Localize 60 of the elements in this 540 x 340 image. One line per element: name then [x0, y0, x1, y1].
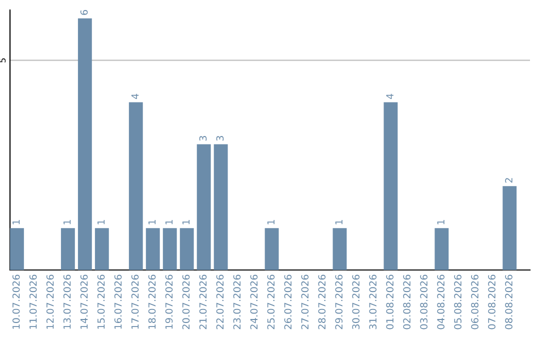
x-tick-label: 17.07.2026 [131, 274, 139, 329]
x-tick-label: 20.07.2026 [182, 274, 190, 330]
bar [196, 144, 211, 270]
bar [502, 186, 517, 270]
x-tick-label: 18.07.2026 [148, 274, 156, 329]
bar [128, 102, 143, 270]
data-label: 3 [199, 136, 207, 141]
data-label: 1 [148, 220, 156, 224]
bar [10, 228, 24, 270]
bar [78, 18, 92, 270]
x-tick-label: 26.07.2026 [284, 274, 292, 330]
x-tick-label: 13.07.2026 [63, 274, 71, 329]
x-tick-label: 15.07.2026 [97, 274, 105, 329]
data-label: 3 [216, 136, 224, 141]
x-tick-label: 27.07.2026 [301, 274, 309, 330]
bar [214, 144, 228, 270]
data-label: 1 [12, 220, 20, 224]
data-label: 1 [267, 220, 274, 224]
x-tick-label: 07.08.2026 [488, 274, 496, 330]
data-label: 1 [98, 220, 105, 224]
bar [180, 228, 194, 270]
x-tick-label: 03.08.2026 [420, 274, 428, 330]
bar [264, 228, 279, 270]
data-label: 6 [80, 10, 88, 15]
x-tick-label: 25.07.2026 [267, 274, 275, 330]
x-tick-label: 11.07.2026 [29, 274, 37, 329]
x-tick-label: 19.07.2026 [165, 274, 173, 329]
bar [332, 228, 347, 270]
x-tick-label: 31.07.2026 [369, 274, 377, 330]
x-tick-label: 04.08.2026 [437, 274, 444, 330]
data-label: 1 [64, 220, 71, 224]
data-label: 2 [505, 178, 512, 183]
x-tick-label: 29.07.2026 [335, 274, 343, 330]
x-tick-label: 10.07.2026 [12, 274, 20, 329]
data-label: 1 [182, 220, 190, 224]
x-tick-label: 22.07.2026 [216, 274, 224, 330]
x-tick-label: 21.07.2026 [199, 274, 207, 330]
bar [94, 228, 109, 270]
bar [384, 102, 398, 270]
data-label: 1 [165, 220, 173, 224]
x-tick-label: 24.07.2026 [250, 274, 258, 330]
x-tick-label: 16.07.2026 [114, 274, 122, 329]
data-label: 4 [131, 94, 139, 100]
x-tick-label: 08.08.2026 [505, 274, 512, 330]
x-tick-label: 05.08.2026 [454, 274, 462, 330]
data-label: 1 [335, 220, 342, 224]
x-tick-label: 02.08.2026 [403, 274, 411, 330]
bar [60, 228, 75, 270]
x-tick-label: 12.07.2026 [46, 274, 54, 329]
data-label: 4 [386, 94, 394, 100]
data-label: 1 [437, 220, 444, 224]
x-tick-label: 14.07.2026 [80, 274, 88, 329]
x-tick-label: 30.07.2026 [352, 274, 360, 330]
bar [162, 228, 177, 270]
x-tick-label: 01.08.2026 [386, 274, 394, 330]
x-tick-label: 28.07.2026 [318, 274, 326, 330]
x-tick-label: 06.08.2026 [471, 274, 478, 330]
x-tick-label: 23.07.2026 [233, 274, 241, 330]
bar [146, 228, 160, 270]
bar [434, 228, 449, 270]
